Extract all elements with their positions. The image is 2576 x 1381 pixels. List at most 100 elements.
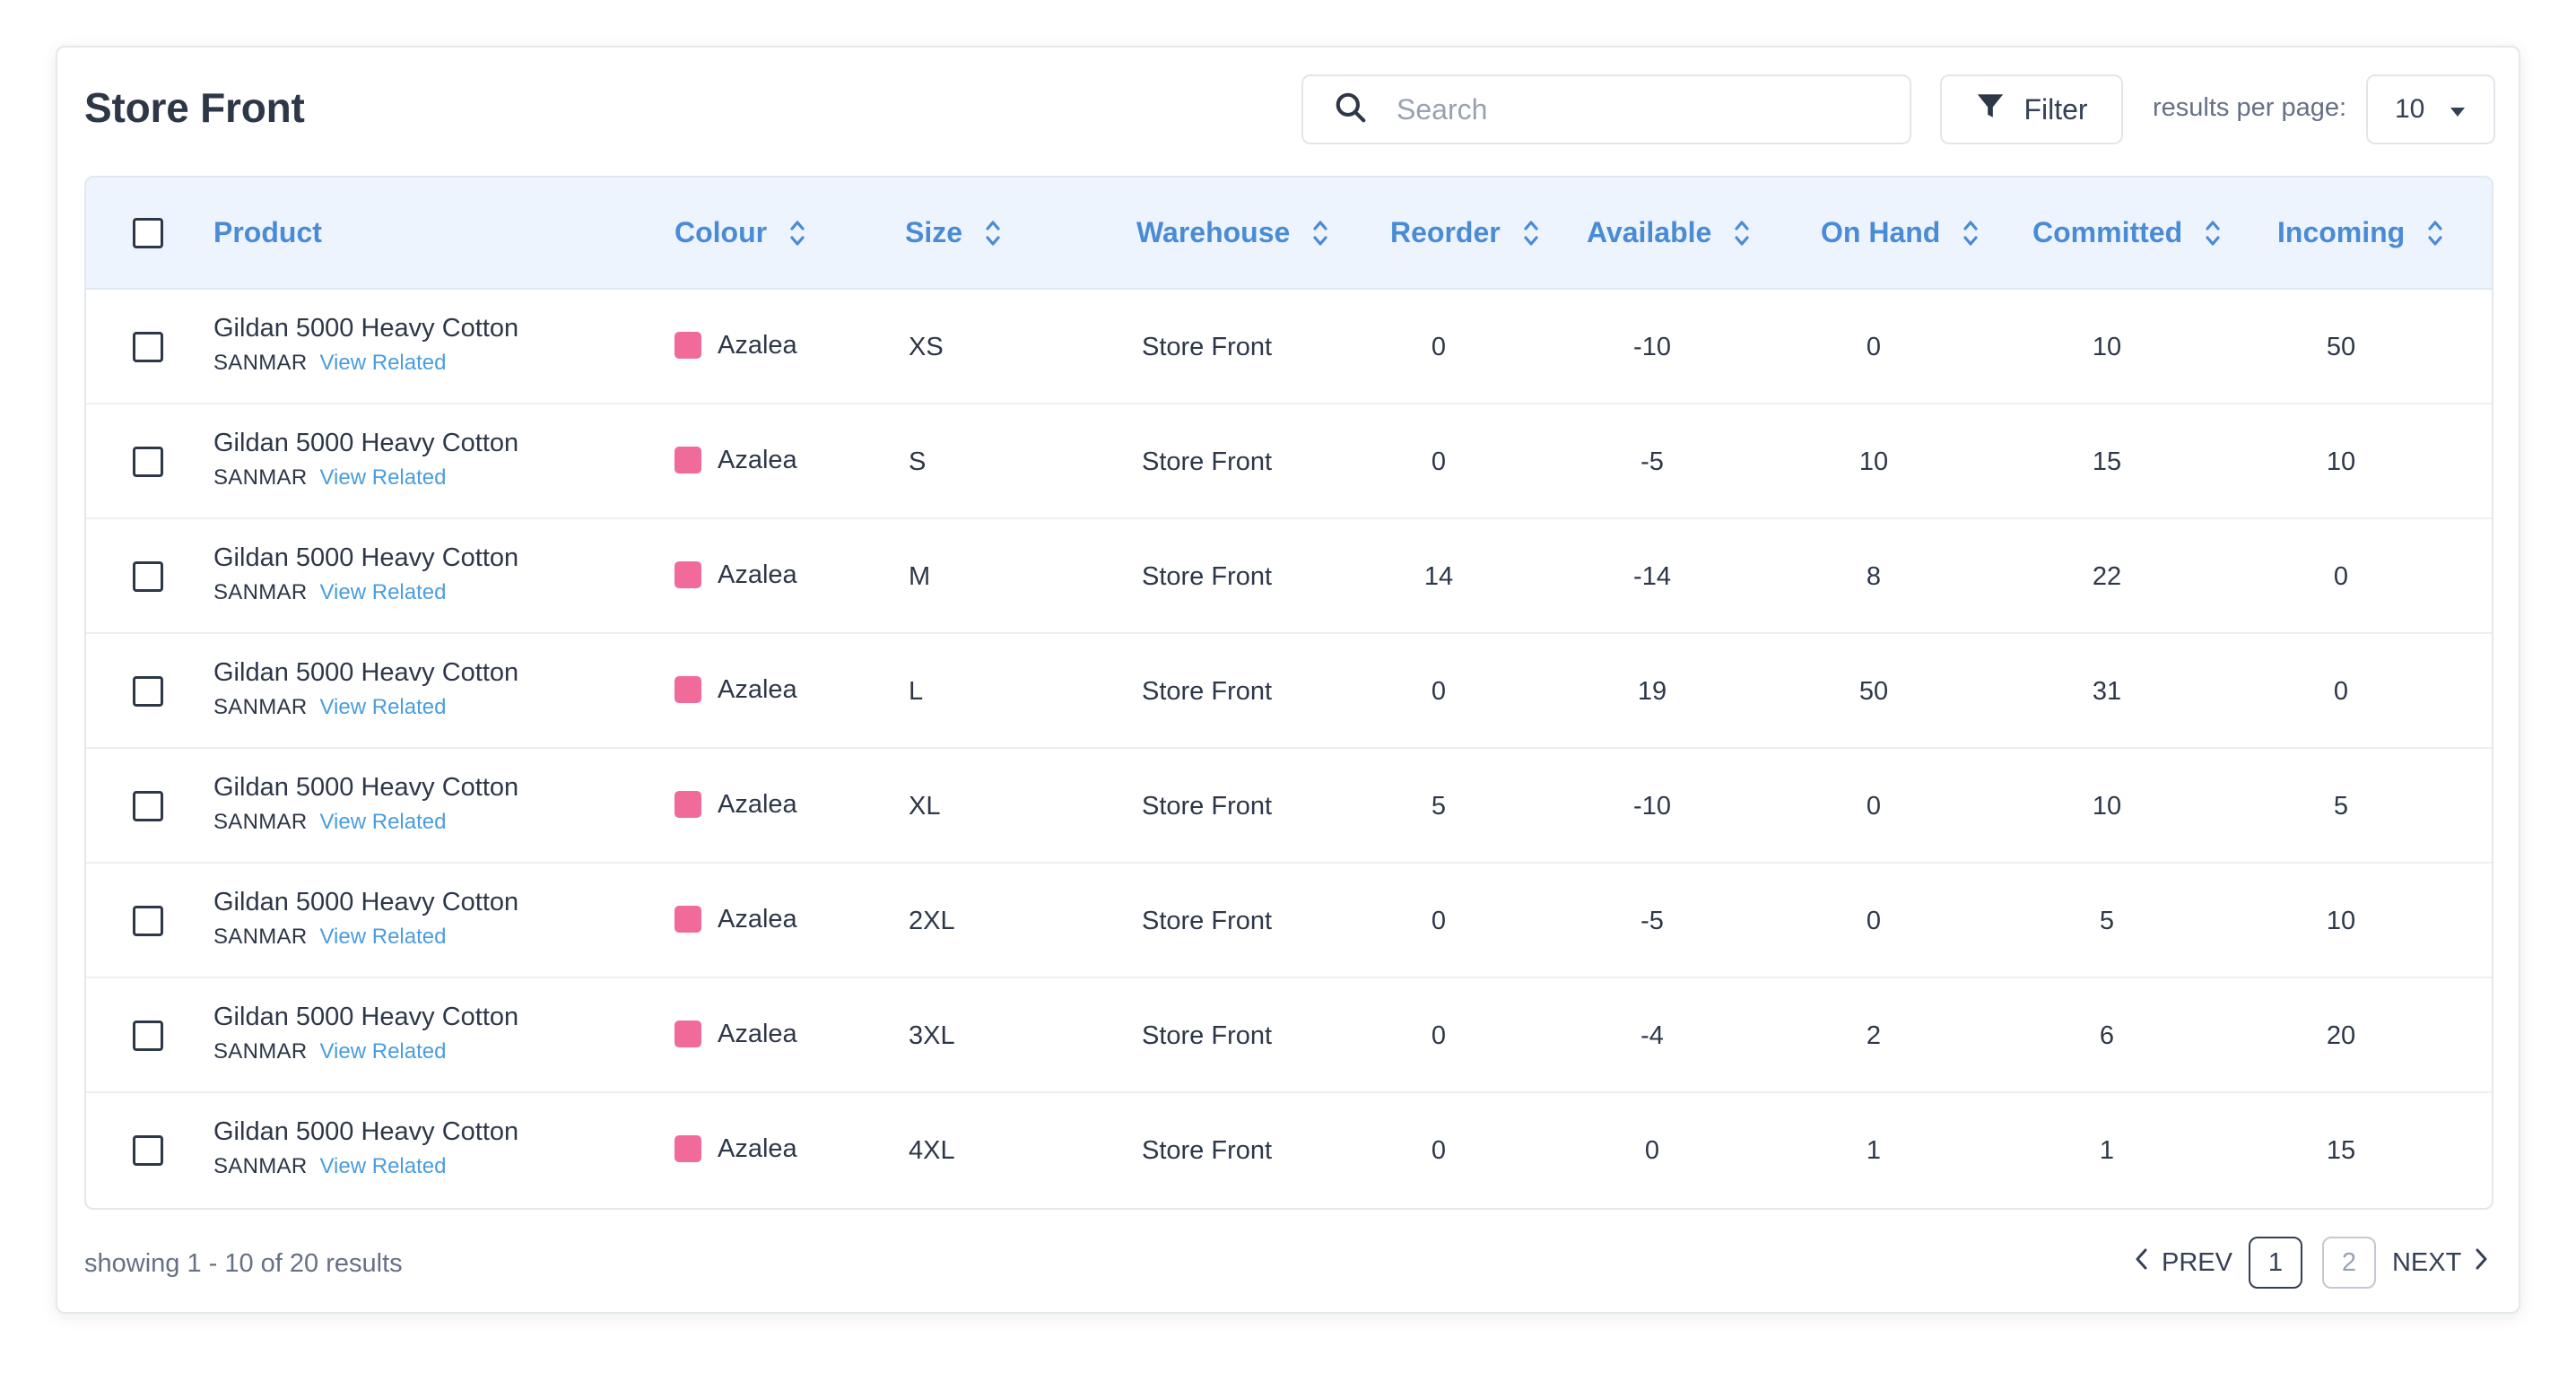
reorder-cell: 0 <box>1431 332 1447 361</box>
warehouse-cell: Store Front <box>1142 1021 1273 1050</box>
size-cell: XL <box>909 791 941 821</box>
store-front-card: Store Front Filter results per page: 10 … <box>56 46 2520 1314</box>
product-name: Gildan 5000 Heavy Cotton <box>213 1117 519 1146</box>
product-name: Gildan 5000 Heavy Cotton <box>213 888 519 916</box>
committed-cell: 1 <box>2099 1135 2115 1165</box>
committed-cell: 6 <box>2099 1021 2115 1050</box>
reorder-cell: 5 <box>1431 791 1447 821</box>
available-cell: -14 <box>1633 561 1671 591</box>
table-row: Gildan 5000 Heavy Cotton SANMAR View Rela… <box>86 290 2492 404</box>
on-hand-cell: 8 <box>1866 561 1882 591</box>
on-hand-cell: 0 <box>1866 906 1882 935</box>
incoming-cell: 15 <box>2326 1135 2356 1165</box>
column-header-reorder[interactable]: Reorder <box>1390 178 1540 288</box>
row-checkbox[interactable] <box>133 1021 163 1051</box>
view-related-link[interactable]: View Related <box>319 925 447 949</box>
table-row: Gildan 5000 Heavy Cotton SANMAR View Rela… <box>86 519 2492 634</box>
view-related-link[interactable]: View Related <box>319 465 447 490</box>
row-checkbox[interactable] <box>133 1135 163 1166</box>
inventory-table: Product Colour Size Warehouse Reorder Av… <box>84 176 2493 1210</box>
colour-swatch <box>674 791 701 818</box>
column-header-size[interactable]: Size <box>905 178 1002 288</box>
colour-swatch <box>674 906 701 933</box>
view-related-link[interactable]: View Related <box>319 695 447 719</box>
row-checkbox[interactable] <box>133 332 163 362</box>
product-cell: Gildan 5000 Heavy Cotton SANMAR View Rela… <box>213 771 518 836</box>
sort-icon <box>790 220 805 246</box>
committed-cell: 31 <box>2092 676 2122 706</box>
column-header-committed[interactable]: Committed <box>2032 178 2222 288</box>
colour-swatch <box>674 676 701 703</box>
reorder-cell: 0 <box>1431 906 1447 935</box>
caret-down-icon <box>2450 94 2466 125</box>
row-checkbox[interactable] <box>133 676 163 707</box>
warehouse-cell: Store Front <box>1142 906 1273 935</box>
column-header-available[interactable]: Available <box>1587 178 1751 288</box>
colour-name: Azalea <box>718 674 797 704</box>
product-name: Gildan 5000 Heavy Cotton <box>213 1003 519 1031</box>
size-cell: 4XL <box>909 1135 955 1165</box>
sort-icon <box>1313 220 1327 246</box>
available-cell: -10 <box>1633 791 1671 821</box>
column-header-warehouse[interactable]: Warehouse <box>1136 178 1329 288</box>
view-related-link[interactable]: View Related <box>319 351 447 375</box>
view-related-link[interactable]: View Related <box>319 580 447 604</box>
view-related-link[interactable]: View Related <box>319 1039 447 1064</box>
committed-cell: 10 <box>2092 791 2122 821</box>
row-checkbox[interactable] <box>133 791 163 821</box>
size-cell: M <box>909 561 931 591</box>
view-related-link[interactable]: View Related <box>319 1154 447 1178</box>
colour-cell: Azalea <box>674 977 797 1091</box>
colour-name: Azalea <box>718 560 797 589</box>
search-input[interactable] <box>1395 91 1865 127</box>
column-header-colour[interactable]: Colour <box>674 178 806 288</box>
sort-icon <box>986 220 1000 246</box>
colour-swatch <box>674 1135 701 1162</box>
table-header: Product Colour Size Warehouse Reorder Av… <box>86 178 2492 290</box>
page-button-2[interactable]: 2 <box>2321 1237 2376 1289</box>
row-checkbox[interactable] <box>133 906 163 936</box>
prev-label: PREV <box>2162 1247 2232 1277</box>
next-label: NEXT <box>2391 1247 2462 1277</box>
vendor-name: SANMAR <box>213 1154 308 1178</box>
row-checkbox[interactable] <box>133 561 163 592</box>
product-name: Gildan 5000 Heavy Cotton <box>213 543 519 572</box>
sort-icon <box>1963 220 1978 246</box>
warehouse-cell: Store Front <box>1142 676 1273 706</box>
colour-cell: Azalea <box>674 403 797 517</box>
chevron-left-icon <box>2135 1247 2149 1278</box>
search-box[interactable] <box>1301 74 1911 144</box>
vendor-name: SANMAR <box>213 925 308 949</box>
table-row: Gildan 5000 Heavy Cotton SANMAR View Rela… <box>86 749 2492 864</box>
chevron-right-icon <box>2474 1247 2488 1278</box>
table-row: Gildan 5000 Heavy Cotton SANMAR View Rela… <box>86 1093 2492 1208</box>
page-button-1[interactable]: 1 <box>2248 1237 2302 1289</box>
incoming-cell: 10 <box>2326 447 2356 476</box>
filter-label: Filter <box>2023 92 2088 126</box>
on-hand-cell: 10 <box>1858 447 1889 476</box>
filter-button[interactable]: Filter <box>1940 74 2123 144</box>
table-row: Gildan 5000 Heavy Cotton SANMAR View Rela… <box>86 404 2492 519</box>
next-page-button[interactable]: NEXT <box>2392 1247 2488 1278</box>
incoming-cell: 0 <box>2333 561 2349 591</box>
results-per-page-select[interactable]: 10 <box>2366 74 2495 144</box>
available-cell: -4 <box>1640 1021 1664 1050</box>
select-all-checkbox[interactable] <box>133 218 163 248</box>
colour-name: Azalea <box>718 445 797 474</box>
colour-cell: Azalea <box>674 1091 797 1206</box>
prev-page-button[interactable]: PREV <box>2135 1247 2232 1278</box>
view-related-link[interactable]: View Related <box>319 810 447 834</box>
size-cell: S <box>909 447 927 476</box>
size-cell: 3XL <box>909 1021 955 1050</box>
colour-cell: Azalea <box>674 862 797 977</box>
vendor-name: SANMAR <box>213 695 308 719</box>
colour-swatch <box>674 447 701 473</box>
results-per-page-value: 10 <box>2395 94 2425 124</box>
committed-cell: 5 <box>2099 906 2115 935</box>
column-header-on-hand[interactable]: On Hand <box>1821 178 1980 288</box>
column-header-incoming[interactable]: Incoming <box>2277 178 2444 288</box>
vendor-name: SANMAR <box>213 580 308 604</box>
row-checkbox[interactable] <box>133 447 163 477</box>
column-header-product[interactable]: Product <box>213 216 322 248</box>
committed-cell: 15 <box>2092 447 2122 476</box>
